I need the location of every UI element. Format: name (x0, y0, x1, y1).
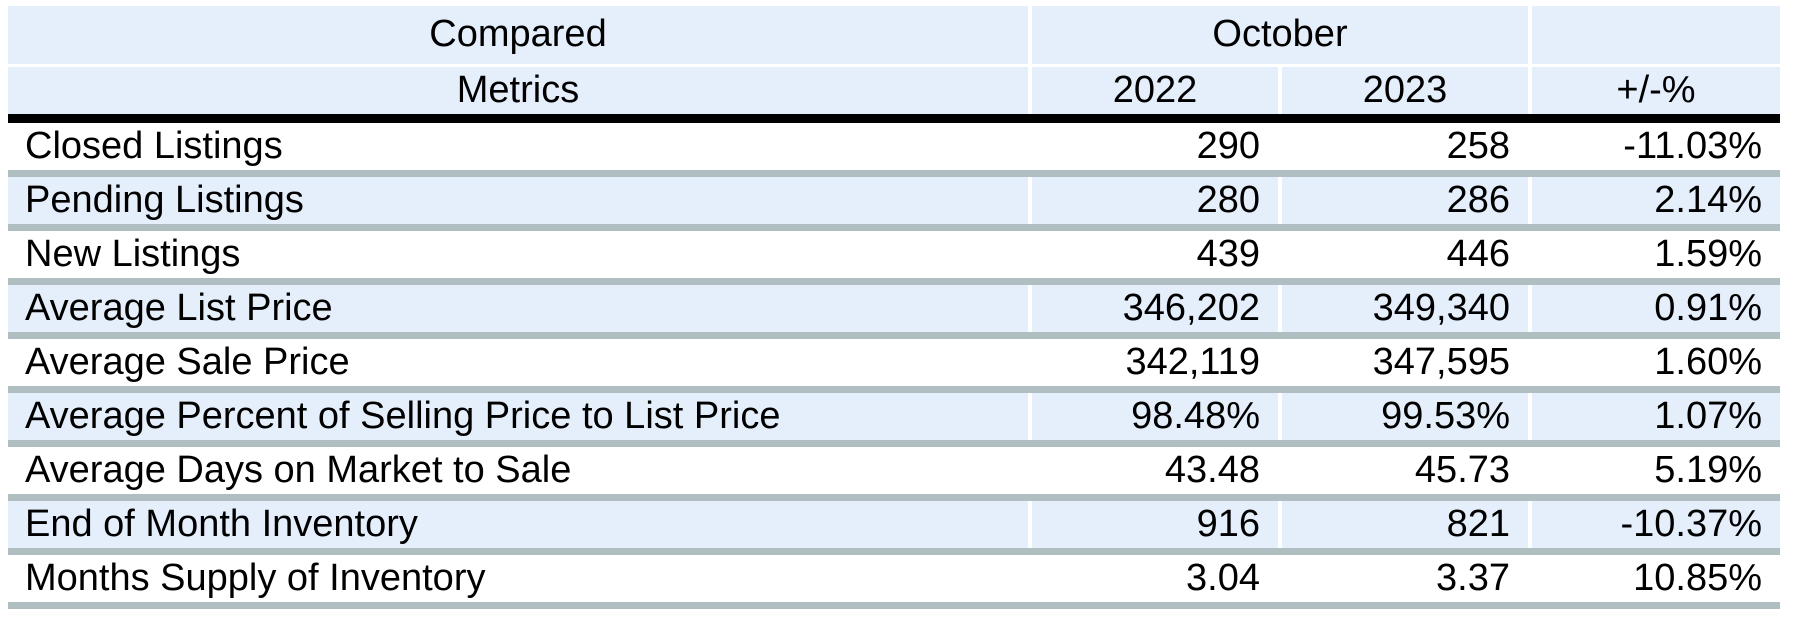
table-row: Average Percent of Selling Price to List… (8, 389, 1781, 447)
header-compared-label: Compared (8, 6, 1030, 67)
header-change-percent: +/-% (1528, 65, 1781, 123)
header-row-column-labels: Metrics 2022 2023 +/-% (8, 65, 1781, 123)
table-row: End of Month Inventory 916 821 -10.37% (8, 497, 1781, 555)
metric-name-cell: Average Sale Price (8, 335, 1030, 393)
table-row: Average Sale Price 342,119 347,595 1.60% (8, 335, 1781, 393)
year-2023-value-cell: 821 (1277, 497, 1531, 555)
change-percent-value-cell: -11.03% (1528, 118, 1781, 177)
change-percent-value-cell: 1.60% (1528, 335, 1781, 393)
header-spacer-cell (1528, 6, 1781, 67)
year-2023-value-cell: 349,340 (1277, 281, 1531, 339)
metric-name-cell: Average Percent of Selling Price to List… (8, 389, 1030, 447)
year-2023-value-cell: 347,595 (1277, 335, 1531, 393)
change-percent-value-cell: -10.37% (1528, 497, 1781, 555)
table-row: Average Days on Market to Sale 43.48 45.73… (8, 443, 1781, 501)
change-percent-value-cell: 1.59% (1528, 227, 1781, 285)
metrics-comparison-table: Compared October Metrics 2022 2023 +/-% … (8, 6, 1781, 609)
change-percent-value-cell: 5.19% (1528, 443, 1781, 501)
table-body: Closed Listings 290 258 -11.03% Pending List… (8, 118, 1781, 609)
header-year-2023: 2023 (1277, 65, 1531, 123)
table-row: Closed Listings 290 258 -11.03% (8, 118, 1781, 177)
change-percent-value-cell: 0.91% (1528, 281, 1781, 339)
change-percent-value-cell: 2.14% (1528, 173, 1781, 231)
year-2023-value-cell: 99.53% (1277, 389, 1531, 447)
year-2023-value-cell: 45.73 (1277, 443, 1531, 501)
metric-name-cell: Pending Listings (8, 173, 1030, 231)
metric-name-cell: End of Month Inventory (8, 497, 1030, 555)
year-2022-value-cell: 342,119 (1028, 335, 1280, 393)
table-header: Compared October Metrics 2022 2023 +/-% (8, 6, 1781, 123)
metric-name-cell: Average Days on Market to Sale (8, 443, 1030, 501)
metric-name-cell: Months Supply of Inventory (8, 551, 1030, 609)
year-2022-value-cell: 98.48% (1028, 389, 1280, 447)
table-row: Average List Price 346,202 349,340 0.91% (8, 281, 1781, 339)
year-2022-value-cell: 43.48 (1028, 443, 1280, 501)
header-month-group-label: October (1027, 6, 1531, 67)
change-percent-value-cell: 10.85% (1528, 551, 1781, 609)
header-metrics-label: Metrics (8, 65, 1030, 123)
metric-name-cell: Closed Listings (8, 118, 1030, 177)
change-percent-value-cell: 1.07% (1528, 389, 1781, 447)
table-row: Months Supply of Inventory 3.04 3.37 10.85% (8, 551, 1781, 609)
year-2023-value-cell: 3.37 (1277, 551, 1531, 609)
year-2022-value-cell: 280 (1028, 173, 1280, 231)
table-row: New Listings 439 446 1.59% (8, 227, 1781, 285)
table-row: Pending Listings 280 286 2.14% (8, 173, 1781, 231)
header-year-2022: 2022 (1028, 65, 1280, 123)
year-2022-value-cell: 346,202 (1028, 281, 1280, 339)
metric-name-cell: Average List Price (8, 281, 1030, 339)
year-2022-value-cell: 439 (1028, 227, 1280, 285)
year-2023-value-cell: 446 (1277, 227, 1531, 285)
metric-name-cell: New Listings (8, 227, 1030, 285)
year-2023-value-cell: 258 (1277, 118, 1531, 177)
year-2022-value-cell: 290 (1028, 118, 1280, 177)
header-row-group-titles: Compared October (8, 6, 1781, 67)
year-2022-value-cell: 916 (1028, 497, 1280, 555)
year-2023-value-cell: 286 (1277, 173, 1531, 231)
year-2022-value-cell: 3.04 (1028, 551, 1280, 609)
